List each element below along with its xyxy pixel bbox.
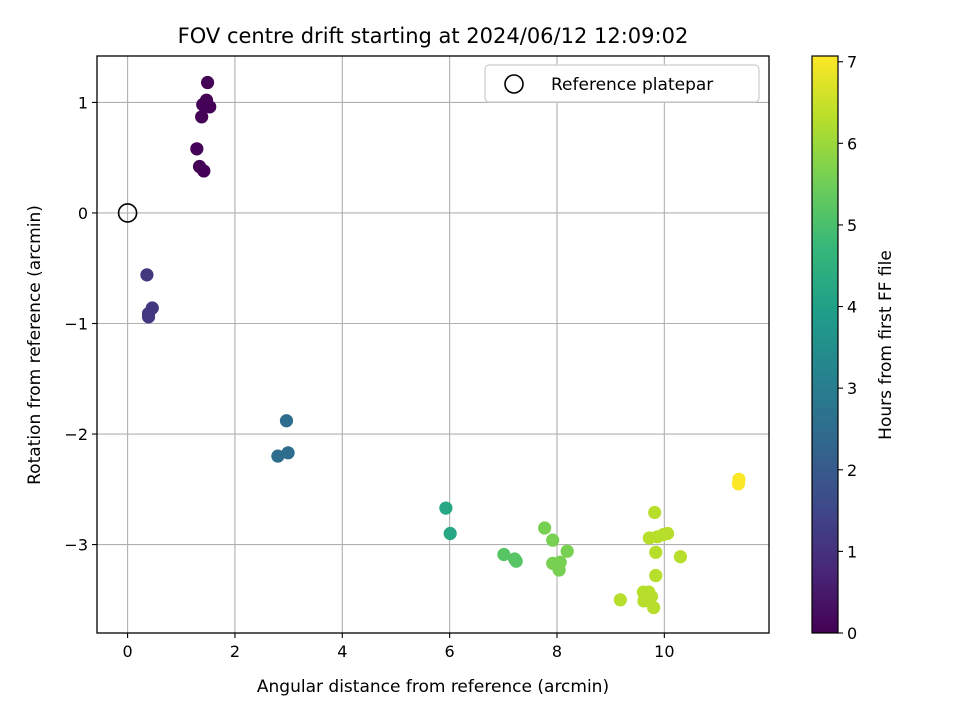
data-point	[613, 593, 627, 607]
data-point	[195, 110, 209, 124]
legend-box	[484, 64, 760, 103]
reference-platepar-marker	[117, 203, 138, 223]
colorbar-tick-label: 6	[847, 134, 857, 153]
y-tick-label: 1	[78, 93, 88, 112]
y-tick-label: 0	[78, 204, 88, 223]
legend: Reference platepar	[484, 64, 760, 103]
x-axis-label: Angular distance from reference (arcmin)	[257, 677, 609, 697]
colorbar-tick-label: 3	[847, 379, 857, 398]
plot-frame	[96, 55, 770, 634]
data-point	[190, 142, 204, 156]
colorbar-tick-label: 4	[847, 298, 857, 317]
x-axis-ticks: 0 2 4 6 8 10	[123, 633, 675, 661]
colorbar-label: Hours from first FF file	[876, 250, 896, 440]
data-point	[648, 505, 662, 520]
x-tick-label: 4	[337, 642, 347, 661]
chart-title: FOV centre drift starting at 2024/06/12 …	[178, 24, 689, 48]
legend-marker-icon	[504, 74, 524, 94]
colorbar: 0 1 2 3 4 5 6 7 Hours from first FF file	[811, 53, 896, 643]
data-point	[443, 526, 457, 541]
data-point	[439, 501, 453, 515]
data-point	[197, 164, 211, 178]
x-tick-label: 6	[445, 642, 455, 661]
colorbar-tick-label: 7	[847, 53, 857, 72]
colorbar-gradient	[811, 55, 839, 634]
data-point	[200, 75, 215, 90]
x-tick-label: 8	[552, 642, 562, 661]
data-point	[271, 449, 285, 463]
data-point	[649, 568, 663, 583]
data-point	[552, 563, 566, 577]
data-point	[560, 544, 574, 558]
y-tick-label: −1	[64, 314, 88, 333]
x-tick-label: 2	[230, 642, 240, 661]
data-point	[538, 521, 552, 535]
data-point	[546, 533, 560, 547]
x-tick-label: 10	[654, 642, 674, 661]
data-point	[509, 554, 523, 568]
data-point	[649, 545, 663, 559]
colorbar-ticks: 0 1 2 3 4 5 6 7	[838, 53, 857, 643]
data-point	[281, 446, 295, 460]
y-tick-label: −2	[64, 425, 88, 444]
data-point	[497, 547, 511, 562]
data-point	[647, 600, 661, 615]
data-point	[637, 594, 651, 608]
y-axis-ticks: −3 −2 −1 0 1	[64, 93, 97, 555]
colorbar-tick-label: 5	[847, 216, 857, 235]
legend-entry-label: Reference platepar	[551, 75, 713, 95]
data-point	[203, 100, 217, 114]
data-point	[140, 268, 154, 282]
y-tick-label: −3	[64, 536, 88, 555]
data-point	[673, 550, 688, 564]
y-axis-label: Rotation from reference (arcmin)	[25, 205, 45, 485]
data-point	[141, 310, 156, 324]
colorbar-tick-label: 0	[847, 624, 857, 643]
colorbar-tick-label: 1	[847, 542, 857, 561]
data-point	[660, 526, 675, 541]
colorbar-tick-label: 2	[847, 461, 857, 480]
data-points	[140, 75, 746, 615]
x-tick-label: 0	[123, 642, 133, 661]
data-point	[731, 477, 746, 491]
data-point	[279, 414, 294, 428]
